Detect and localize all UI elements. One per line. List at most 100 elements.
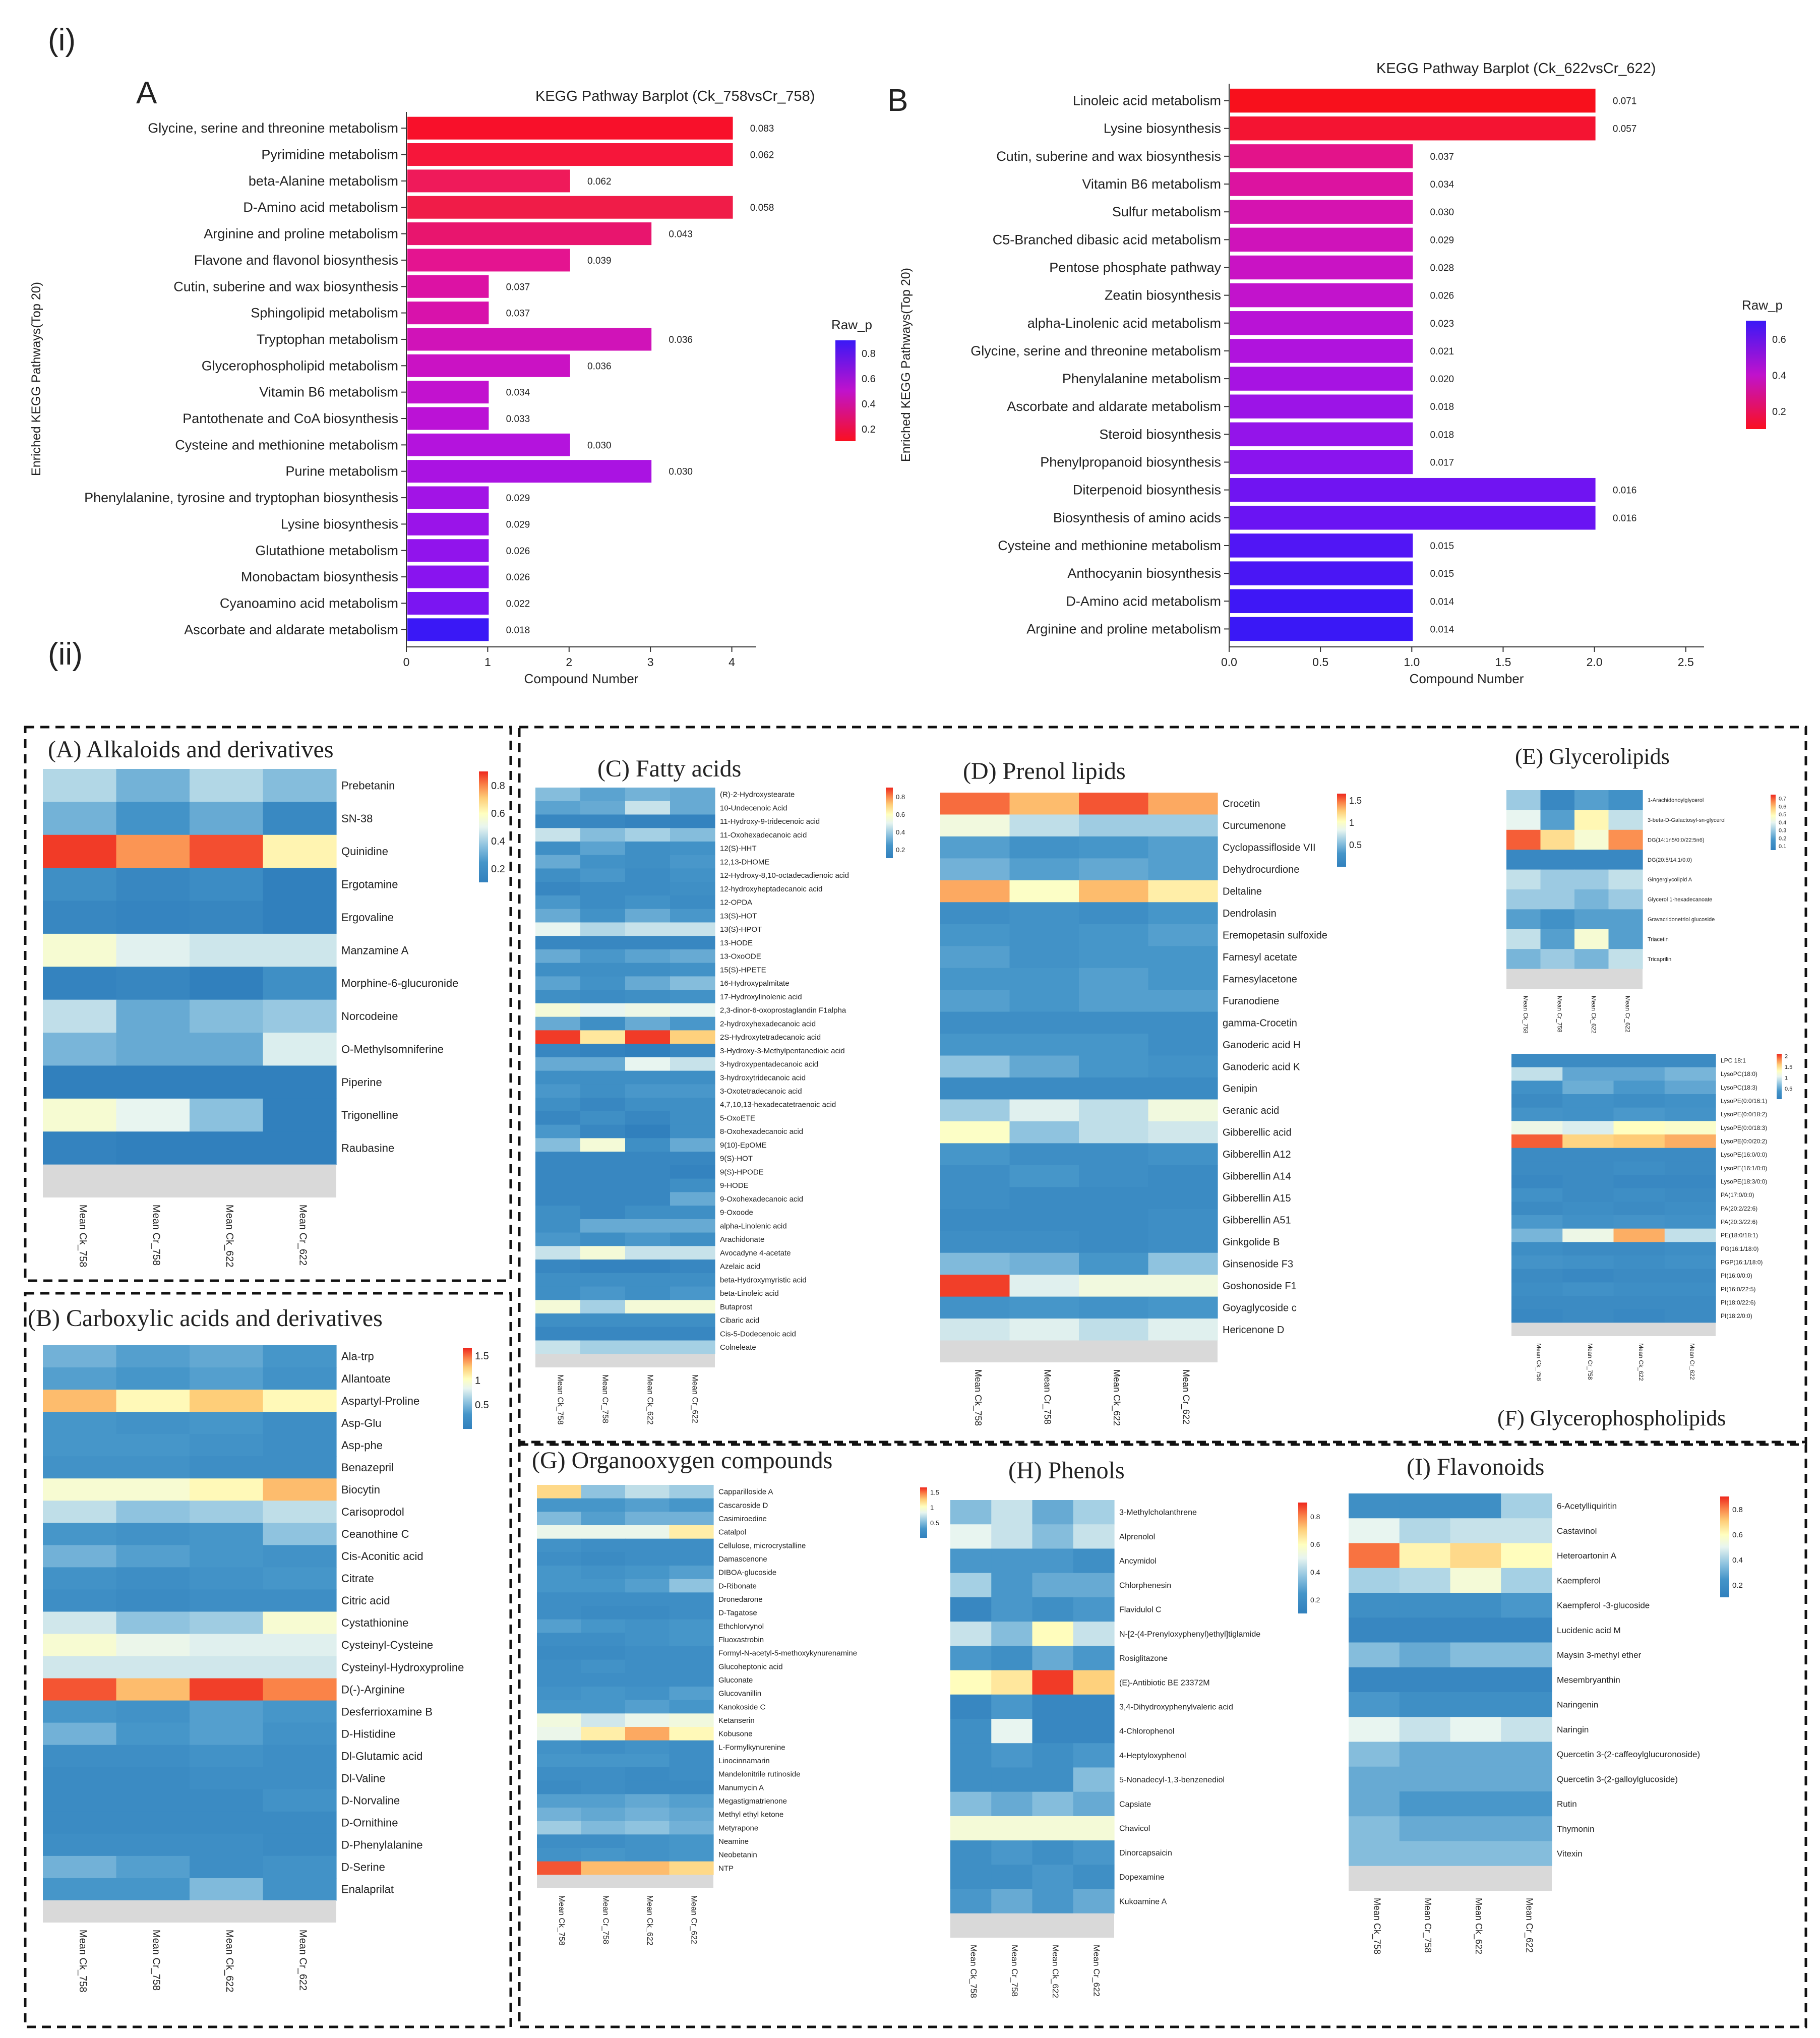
heat-cell: [1148, 1143, 1218, 1166]
heat-cell: [1540, 810, 1575, 830]
heat-cell: [1399, 1841, 1451, 1867]
legend-colorbar: [1337, 794, 1346, 867]
heat-cell: [669, 1780, 714, 1794]
heat-cell: [1079, 793, 1149, 815]
heat-cell: [950, 1840, 992, 1865]
heatmap-c-fatty-acids: (C) Fatty acids (R)-2-Hydroxystearate 10-U…: [535, 755, 905, 1425]
heat-cell: [669, 1659, 714, 1673]
heat-cell: [43, 999, 117, 1033]
bar-value-label: 0.018: [1430, 430, 1454, 440]
heatmap-title: (F) Glycerophospholipids: [1497, 1406, 1726, 1430]
row-label-quercetin-3-2-galloylglucoside: Quercetin 3-(2-galloylglucoside): [1557, 1774, 1678, 1784]
heat-cell: [940, 902, 1010, 925]
heat-cell: [625, 1313, 671, 1328]
heat-cell: [669, 1700, 714, 1714]
heatmap-title: (A) Alkaloids and derivatives: [48, 736, 334, 763]
heat-cell: [940, 1143, 1010, 1166]
x-tick-label: 0.0: [1221, 655, 1237, 669]
heat-cell: [1148, 814, 1218, 837]
row-label-lysope-16-1-0-0: LysoPE(16:1/0:0): [1721, 1165, 1767, 1172]
category-label-c5-branched-dibasic-acid-metabolism: C5-Branched dibasic acid metabolism: [993, 232, 1221, 247]
heat-cell: [1079, 902, 1149, 925]
bar-vitamin-b6-metabolism: [1230, 172, 1413, 196]
heat-cell: [940, 1296, 1010, 1319]
heat-cell: [1148, 946, 1218, 969]
x-axis-label: Compound Number: [1410, 671, 1524, 686]
legend-tick: 0.2: [1310, 1596, 1320, 1604]
heat-cell: [535, 1192, 581, 1206]
column-label: Mean Ck_758: [77, 1930, 88, 1993]
heat-cell: [1073, 1816, 1115, 1841]
heat-cell: [670, 976, 715, 990]
bar-diterpenoid-biosynthesis: [1230, 477, 1596, 502]
heat-cell: [1540, 889, 1575, 910]
heat-cell: [263, 967, 337, 1000]
heat-cell: [116, 1390, 190, 1412]
legend-tick: 0.2: [896, 846, 905, 854]
heat-cell: [1450, 1568, 1501, 1593]
legend-tick: 0.3: [1779, 828, 1786, 834]
heat-cell: [1148, 1187, 1218, 1210]
heat-cell: [669, 1754, 714, 1768]
heat-cell: [1506, 949, 1541, 970]
bar-cutin-suberine-and-wax-biosynthesis: [1230, 144, 1413, 168]
heat-cell: [580, 1044, 626, 1058]
x-tick-label: 0: [403, 655, 410, 669]
row-label-13-oxoode: 13-OxoODE: [720, 952, 761, 961]
barplot-b: B KEGG Pathway Barplot (Ck_622vsCr_622) En…: [887, 61, 1786, 686]
heat-cell: [1032, 1889, 1074, 1914]
row-label-8-oxohexadecanoic-acid: 8-Oxohexadecanoic acid: [720, 1127, 803, 1136]
heat-cell: [1664, 1067, 1716, 1081]
bar-sphingolipid-metabolism: [407, 302, 489, 325]
heat-cell: [1079, 1275, 1149, 1297]
heat-cell: [1613, 1094, 1665, 1108]
row-label-pa-20-3-22-6: PA(20:3/22:6): [1721, 1219, 1757, 1226]
legend-tick: 0.2: [491, 864, 505, 875]
legend-tick: 0.1: [1779, 844, 1786, 850]
heat-cell: [991, 1865, 1033, 1890]
row-label-cellulose-microcrystalline: Cellulose, microcrystalline: [718, 1541, 806, 1550]
heat-cell: [940, 924, 1010, 946]
heat-cell: [670, 1246, 715, 1260]
heat-cell: [940, 1121, 1010, 1144]
heat-cell: [1148, 924, 1218, 946]
heat-cell: [43, 802, 117, 835]
heat-cell: [1511, 1148, 1563, 1162]
kegg-barplots: A KEGG Pathway Barplot (Ck_758vsCr_758) En…: [29, 61, 1786, 686]
heat-cell: [625, 1003, 671, 1017]
heat-cell: [1399, 1518, 1451, 1544]
row-label-megastigmatrienone: Megastigmatrienone: [718, 1797, 787, 1806]
heat-cell: [1079, 946, 1149, 969]
legend-tick: 0.8: [896, 793, 905, 801]
heat-cell: [950, 1791, 992, 1817]
heat-cell: [669, 1538, 714, 1552]
row-label-9-10-epome: 9(10)-EpOME: [720, 1141, 767, 1150]
heat-cell: [1349, 1518, 1400, 1544]
heat-cell: [263, 1656, 337, 1679]
heat-cell: [1501, 1791, 1552, 1817]
heat-cell: [537, 1512, 582, 1526]
heat-cell: [190, 967, 264, 1000]
heat-cell: [1511, 1255, 1563, 1270]
legend-tick: 0.4: [1772, 371, 1786, 382]
heat-cell: [190, 834, 264, 868]
heat-cell: [625, 1834, 670, 1848]
heatmap-legend: 1.5 1 0.5: [1337, 794, 1362, 867]
heat-cell: [1562, 1255, 1614, 1270]
row-label-trigonelline: Trigonelline: [341, 1109, 398, 1121]
heat-cell: [43, 1434, 117, 1457]
heat-cell: [1506, 810, 1541, 830]
heat-cell: [1540, 909, 1575, 930]
heat-cell: [43, 1456, 117, 1479]
heat-cell: [670, 1003, 715, 1017]
heat-cell: [670, 1084, 715, 1098]
heat-cell: [535, 922, 581, 936]
heat-cell: [625, 1848, 670, 1862]
heat-cell: [1032, 1622, 1074, 1646]
heat-cell: [991, 1622, 1033, 1646]
x-tick-label: 2.5: [1678, 655, 1694, 669]
heat-cell: [1511, 1081, 1563, 1095]
heat-cell: [43, 1501, 117, 1523]
heat-cell: [537, 1538, 582, 1552]
heat-cell: [535, 1138, 581, 1152]
